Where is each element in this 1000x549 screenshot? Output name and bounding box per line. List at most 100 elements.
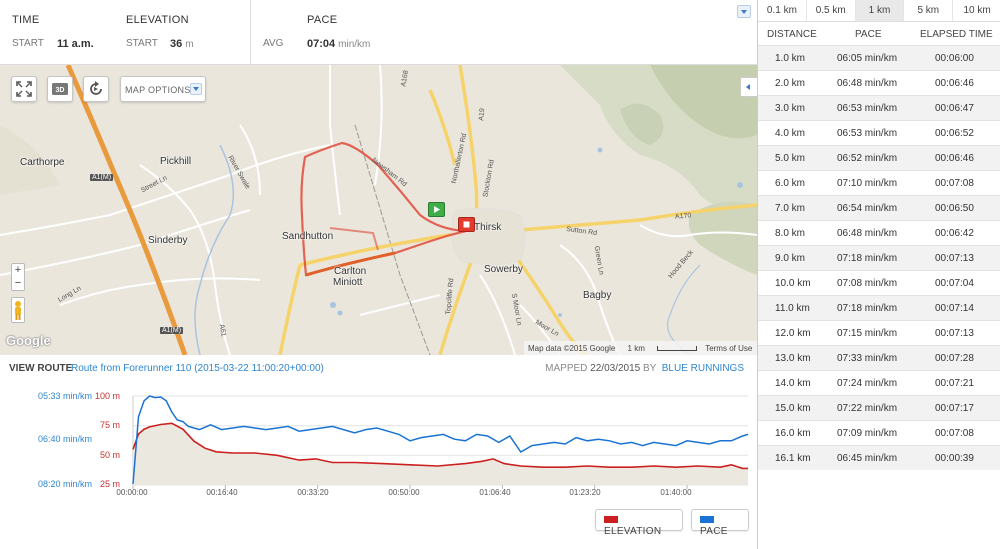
split-row[interactable]: 12.0 km 07:15 min/km 00:07:13 [758,320,1000,345]
split-row[interactable]: 2.0 km 06:48 min/km 00:06:46 [758,70,1000,95]
split-row[interactable]: 8.0 km 06:48 min/km 00:06:42 [758,220,1000,245]
3d-view-icon: 3D [52,83,68,95]
place-label: Pickhill [160,156,192,167]
chart-plot-area[interactable] [0,382,757,502]
replay-button[interactable] [83,76,109,102]
legend-swatch [604,516,618,523]
split-distance: 16.0 km [775,428,811,439]
split-distance: 12.0 km [775,328,811,339]
elevation-tick-label: 50 m [99,450,120,460]
place-label: Sowerby [484,264,523,275]
tab-0-1-km[interactable]: 0.1 km [758,0,807,21]
split-distance: 6.0 km [775,178,806,189]
legend-elevation-toggle[interactable]: ELEVATION [595,509,683,537]
x-tick-label: 01:40:00 [660,488,692,497]
split-interval-tabs: 0.1 km 0.5 km 1 km 5 km 10 km [758,0,1000,22]
split-pace: 06:53 min/km [837,128,898,139]
pace-tick-label: 05:33 min/km [37,391,92,401]
split-elapsed: 00:07:08 [935,428,974,439]
tab-0-5-km[interactable]: 0.5 km [806,0,856,21]
split-row[interactable]: 1.0 km 06:05 min/km 00:06:00 [758,45,1000,70]
road-shield: A1(M) [90,174,114,181]
pace-tick-label: 06:40 min/km [37,434,92,444]
split-row[interactable]: 9.0 km 07:18 min/km 00:07:13 [758,245,1000,270]
start-marker[interactable] [428,202,445,217]
split-row[interactable]: 11.0 km 07:18 min/km 00:07:14 [758,295,1000,320]
mapped-by-user-link[interactable]: BLUE RUNNINGS [661,363,744,374]
split-row[interactable]: 4.0 km 06:53 min/km 00:06:52 [758,120,1000,145]
split-pace: 07:15 min/km [837,328,898,339]
splits-table-header: DISTANCE PACE ELAPSED TIME [758,23,1000,45]
elevation-label: ELEVATION [126,14,189,26]
splits-panel: 0.1 km 0.5 km 1 km 5 km 10 km DISTANCE P… [757,0,1000,549]
route-name-link[interactable]: Route from Forerunner 110 (2015-03-22 11… [71,363,324,374]
split-elapsed: 00:06:46 [935,78,974,89]
place-label: Miniott [333,277,363,288]
stats-expand-toggle[interactable] [737,5,751,18]
map-canvas[interactable] [0,65,757,355]
place-label: Carthorpe [20,157,65,168]
elevation-tick-label: 100 m [94,391,120,401]
split-pace: 06:48 min/km [837,228,898,239]
route-spur [329,227,379,251]
google-logo: Google [6,333,51,348]
place-label: Bagby [583,290,612,301]
split-row[interactable]: 3.0 km 06:53 min/km 00:06:47 [758,95,1000,120]
map-options-dropdown[interactable]: MAP OPTIONS [120,76,206,102]
finish-marker[interactable] [458,217,475,232]
split-elapsed: 00:07:13 [935,253,974,264]
split-elapsed: 00:06:47 [935,103,974,114]
terms-of-use-link[interactable]: Terms of Use [705,344,753,353]
x-tick-label: 00:16:40 [206,488,238,497]
time-label: TIME [12,14,40,26]
place-label: Carlton [334,266,367,277]
collapse-panel-toggle[interactable] [740,77,757,97]
pace-avg-value: 07:04 min/km [307,38,371,50]
col-elapsed: ELAPSED TIME [920,29,993,40]
split-pace: 06:48 min/km [837,78,898,89]
split-distance: 1.0 km [775,53,806,64]
view-route-label: VIEW ROUTE [9,363,73,374]
split-row[interactable]: 16.0 km 07:09 min/km 00:07:08 [758,420,1000,445]
tab-5-km[interactable]: 5 km [904,0,954,21]
map-scale-label: 1 km [627,344,645,353]
map-options-label: MAP OPTIONS [125,85,191,95]
split-row[interactable]: 6.0 km 07:10 min/km 00:07:08 [758,170,1000,195]
split-row[interactable]: 7.0 km 06:54 min/km 00:06:50 [758,195,1000,220]
elevation-series-line [132,422,748,470]
map-scale-bar [657,346,698,351]
split-distance: 5.0 km [775,153,806,164]
fullscreen-button[interactable] [11,76,37,102]
place-label: Sandhutton [282,231,334,242]
split-pace: 07:33 min/km [837,353,898,364]
split-elapsed: 00:00:39 [935,453,974,464]
street-view-button[interactable] [11,297,25,323]
col-distance: DISTANCE [767,29,817,40]
3d-view-button[interactable]: 3D [47,76,73,102]
zoom-out-button[interactable]: − [14,277,22,289]
elevation-tick-label: 25 m [99,479,120,489]
split-row[interactable]: 13.0 km 07:33 min/km 00:07:28 [758,345,1000,370]
route-map[interactable]: Carthorpe Pickhill Sinderby Sandhutton C… [0,65,757,355]
split-row[interactable]: 16.1 km 06:45 min/km 00:00:39 [758,445,1000,470]
split-row[interactable]: 10.0 km 07:08 min/km 00:07:04 [758,270,1000,295]
zoom-in-button[interactable]: + [14,264,22,276]
split-row[interactable]: 15.0 km 07:22 min/km 00:07:17 [758,395,1000,420]
tab-10-km[interactable]: 10 km [953,0,1000,21]
elevation-start-label: START [126,38,158,49]
tab-1-km[interactable]: 1 km [855,0,905,21]
split-pace: 07:22 min/km [837,403,898,414]
elevation-area [133,423,748,485]
split-elapsed: 00:07:14 [935,303,974,314]
place-label: Thirsk [474,222,502,233]
elevation-start-value: 36 m [170,38,194,50]
split-elapsed: 00:07:17 [935,403,974,414]
x-tick-label: 01:23:20 [569,488,601,497]
split-distance: 13.0 km [775,353,811,364]
split-elapsed: 00:07:28 [935,353,974,364]
legend-pace-toggle[interactable]: PACE [691,509,749,537]
fullscreen-icon [16,81,32,97]
split-row[interactable]: 5.0 km 06:52 min/km 00:06:46 [758,145,1000,170]
x-tick-label: 00:33:20 [297,488,329,497]
split-row[interactable]: 14.0 km 07:24 min/km 00:07:21 [758,370,1000,395]
